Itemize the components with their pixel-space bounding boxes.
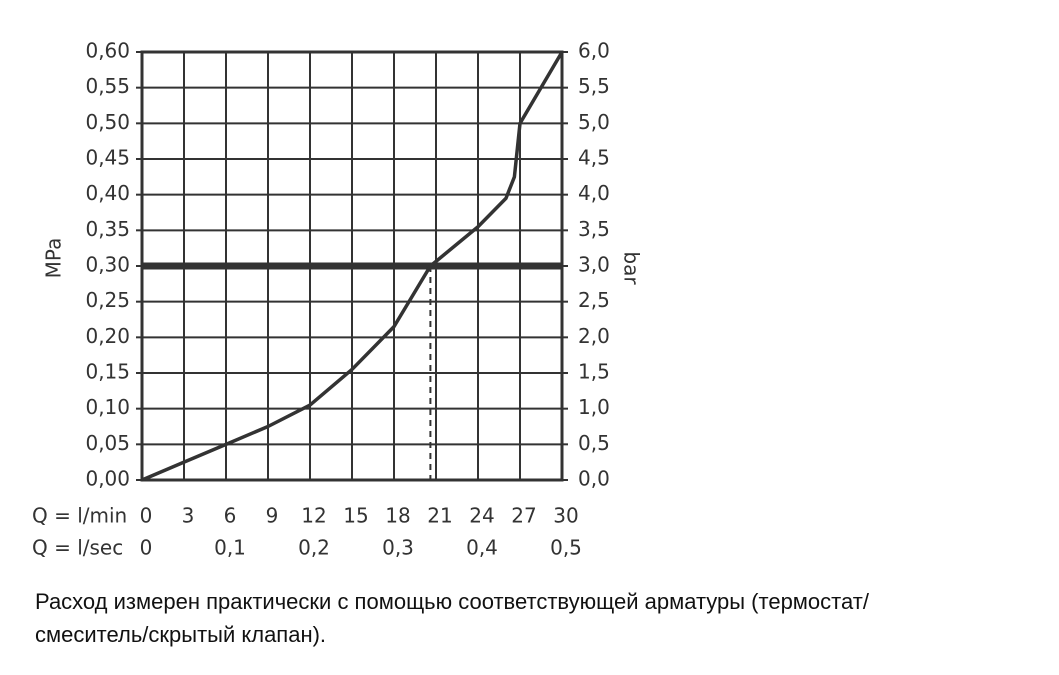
- x-tick-label: 0: [140, 504, 153, 528]
- y2-tick-label: 0,0: [578, 467, 610, 491]
- y2-tick-label: 5,0: [578, 110, 610, 134]
- y-tick-label: 0,35: [85, 217, 130, 241]
- x-axis-label: Q = l/min: [32, 504, 127, 528]
- y-tick-label: 0,05: [85, 431, 130, 455]
- y-axis-label: MPa: [42, 238, 66, 279]
- y-tick-label: 0,25: [85, 288, 130, 312]
- x2-tick-label: 0,1: [214, 536, 246, 560]
- y2-tick-label: 2,0: [578, 324, 610, 348]
- y-tick-label: 0,55: [85, 74, 130, 98]
- x-tick-label: 12: [301, 504, 326, 528]
- curve: [141, 51, 564, 482]
- y-tick-label: 0,10: [85, 395, 130, 419]
- y2-tick-label: 3,0: [578, 253, 610, 277]
- y2-tick-label: 6,0: [578, 39, 610, 63]
- y-tick-label: 0,30: [85, 253, 130, 277]
- x2-axis-label: Q = l/sec: [32, 536, 123, 560]
- y2-tick-label: 3,5: [578, 217, 610, 241]
- y-tick-label: 0,50: [85, 110, 130, 134]
- x2-tick-label: 0,3: [382, 536, 414, 560]
- x-tick-label: 24: [469, 504, 494, 528]
- x-tick-label: 18: [385, 504, 410, 528]
- y2-tick-label: 4,5: [578, 146, 610, 170]
- x2-tick-label: 0,2: [298, 536, 330, 560]
- y2-tick-label: 0,5: [578, 431, 610, 455]
- y2-tick-label: 5,5: [578, 74, 610, 98]
- x-tick-label: 30: [553, 504, 578, 528]
- y-tick-label: 0,45: [85, 146, 130, 170]
- y-tick-label: 0,15: [85, 360, 130, 384]
- note-line: смеситель/скрытый клапан).: [35, 622, 327, 647]
- x-tick-label: 21: [427, 504, 452, 528]
- y-tick-label: 0,20: [85, 324, 130, 348]
- x-tick-label: 27: [511, 504, 536, 528]
- y2-tick-label: 1,0: [578, 395, 610, 419]
- y2-axis-label: bar: [620, 251, 644, 285]
- note-line: Расход измерен практически с помощью соо…: [35, 589, 869, 614]
- x-tick-label: 15: [343, 504, 368, 528]
- x2-tick-label: 0: [140, 536, 153, 560]
- y-tick-label: 0,40: [85, 181, 130, 205]
- y2-tick-label: 4,0: [578, 181, 610, 205]
- x-tick-label: 3: [182, 504, 195, 528]
- y2-tick-label: 1,5: [578, 360, 610, 384]
- x2-tick-label: 0,5: [550, 536, 582, 560]
- y-tick-label: 0,00: [85, 467, 130, 491]
- y2-tick-label: 2,5: [578, 288, 610, 312]
- x-tick-label: 6: [224, 504, 237, 528]
- x2-tick-label: 0,4: [466, 536, 498, 560]
- x-tick-label: 9: [266, 504, 279, 528]
- note: Расход измерен практически с помощью соо…: [35, 585, 869, 651]
- chart: Q = l/min Q = l/sec MPa bar 0,000,050,10…: [32, 39, 644, 560]
- y-tick-label: 0,60: [85, 39, 130, 63]
